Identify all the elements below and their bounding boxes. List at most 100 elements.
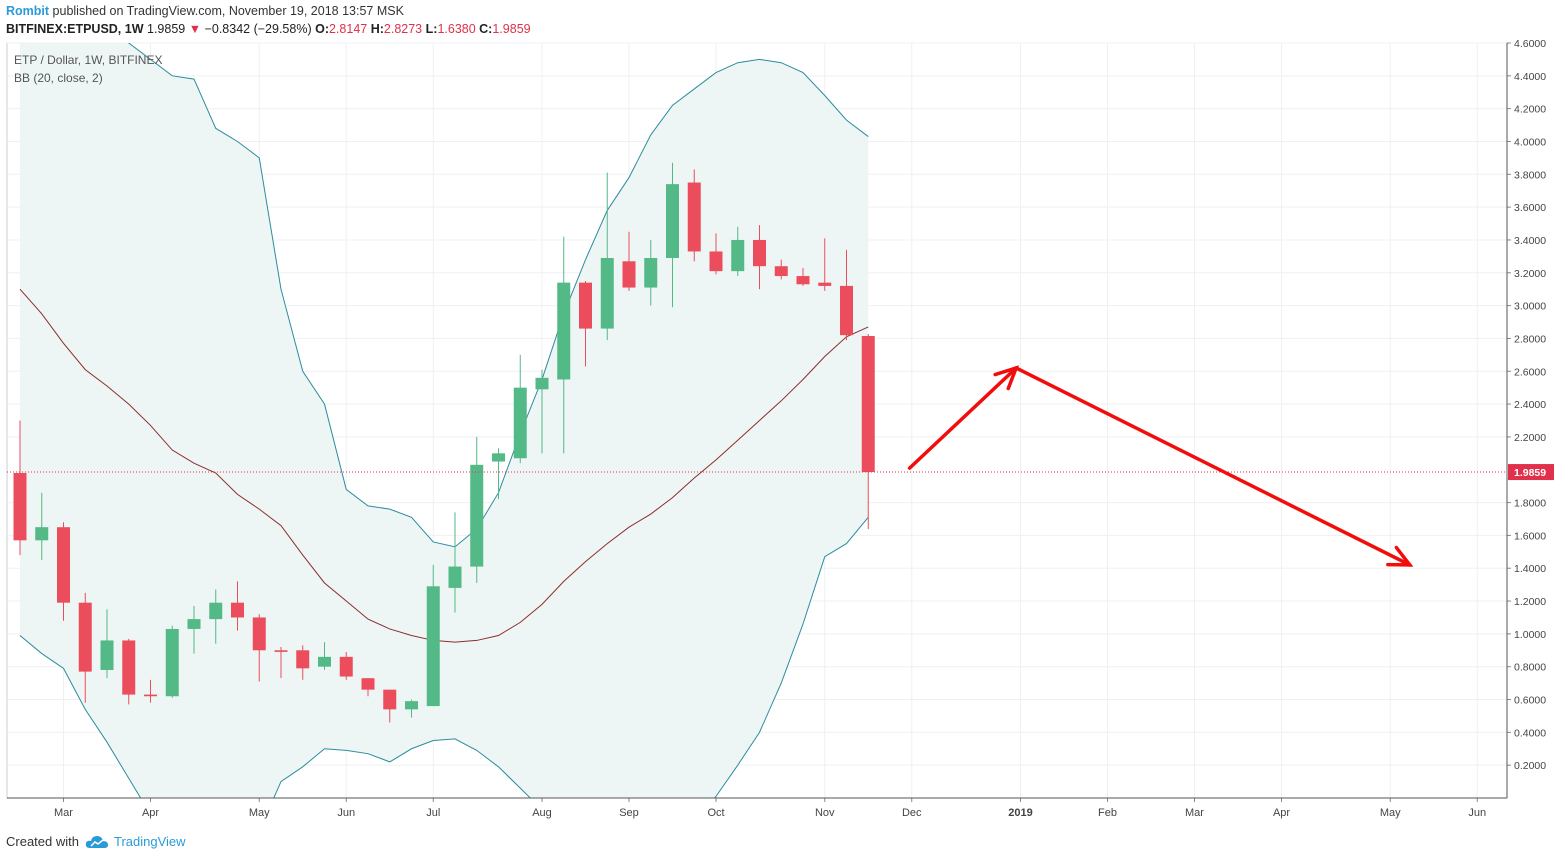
candle-body bbox=[339, 656, 353, 677]
y-tick-label: 3.8000 bbox=[1514, 169, 1546, 181]
y-tick-label: 0.8000 bbox=[1514, 662, 1546, 674]
y-tick-label: 2.6000 bbox=[1514, 366, 1546, 378]
open-label: O: bbox=[315, 22, 329, 36]
y-tick-label: 2.2000 bbox=[1514, 432, 1546, 444]
candle bbox=[405, 699, 418, 718]
candle bbox=[252, 614, 266, 682]
indicator-label[interactable]: BB (20, close, 2) bbox=[14, 71, 103, 85]
candle-body bbox=[492, 453, 505, 462]
candle-body bbox=[470, 464, 484, 567]
candle bbox=[35, 492, 49, 561]
axes: 0.2000 0.4000 0.6000 0.8000 1.0000 1.2000 1.40… bbox=[7, 38, 1554, 819]
candle-body bbox=[600, 258, 614, 329]
published-text: published on TradingView.com, November 1… bbox=[52, 4, 404, 18]
candle-body bbox=[557, 282, 571, 380]
candle bbox=[122, 638, 136, 705]
candle bbox=[731, 226, 745, 277]
tradingview-brand: TradingView bbox=[113, 834, 186, 849]
x-tick-label: Sep bbox=[619, 807, 639, 819]
projection-up-arrow bbox=[907, 366, 1018, 470]
close-value: 1.9859 bbox=[492, 22, 531, 36]
candle-body bbox=[57, 527, 70, 603]
candle-body bbox=[361, 678, 375, 690]
candle bbox=[666, 162, 679, 308]
upper-band bbox=[128, 43, 869, 548]
y-tick-label: 3.4000 bbox=[1514, 235, 1546, 247]
candle-body bbox=[622, 261, 636, 288]
projection-down-arrow-head bbox=[1386, 545, 1414, 567]
last-price: 1.9859 bbox=[147, 22, 186, 36]
y-tick-label: 3.6000 bbox=[1514, 202, 1546, 214]
created-with-text: Created with bbox=[6, 834, 79, 849]
candle bbox=[600, 172, 614, 341]
x-tick-label: Mar bbox=[54, 807, 73, 819]
x-tick-label: Jul bbox=[426, 807, 440, 819]
candle bbox=[579, 280, 592, 367]
current-price-label: 1.9859 bbox=[1514, 467, 1546, 479]
candle-body bbox=[753, 239, 766, 267]
y-tick-label: 4.6000 bbox=[1514, 38, 1546, 50]
candle-body bbox=[383, 689, 397, 710]
candle bbox=[78, 592, 92, 703]
y-tick-label: 2.4000 bbox=[1514, 399, 1546, 411]
candle-body bbox=[666, 184, 679, 259]
y-tick-label: 1.2000 bbox=[1514, 596, 1546, 608]
candlesticks bbox=[13, 162, 875, 723]
y-tick-label: 0.6000 bbox=[1514, 695, 1546, 707]
candle-body bbox=[78, 602, 92, 672]
x-tick-label: Dec bbox=[902, 807, 922, 819]
candle bbox=[361, 678, 375, 697]
candle-body bbox=[252, 617, 266, 651]
candle-body bbox=[13, 473, 27, 541]
candle bbox=[187, 605, 201, 654]
high-value: 2.8273 bbox=[383, 22, 423, 36]
candle bbox=[470, 436, 484, 583]
publish-header: Rombit published on TradingView.com, Nov… bbox=[6, 4, 404, 18]
candle-body bbox=[144, 694, 157, 697]
bollinger-bands bbox=[19, 43, 869, 798]
y-tick-label: 3.2000 bbox=[1514, 268, 1546, 280]
low-label: L: bbox=[425, 22, 438, 36]
y-tick-label: 4.0000 bbox=[1514, 136, 1546, 148]
candle-body bbox=[100, 640, 114, 670]
candle-body bbox=[405, 701, 418, 710]
y-tick-label: 3.0000 bbox=[1514, 301, 1546, 313]
y-tick-label: 0.2000 bbox=[1514, 760, 1546, 772]
candle bbox=[318, 642, 331, 670]
footer: Created with TradingView bbox=[6, 834, 186, 849]
projection-down-arrow bbox=[1014, 366, 1412, 567]
candle-body bbox=[187, 619, 201, 629]
candle-body bbox=[513, 387, 527, 459]
candle bbox=[339, 651, 353, 680]
author-link[interactable]: Rombit bbox=[6, 4, 50, 18]
candle-body bbox=[709, 251, 723, 272]
candle bbox=[535, 369, 549, 454]
candle-body bbox=[731, 239, 745, 272]
candle bbox=[861, 333, 875, 530]
x-tick-label: May bbox=[249, 807, 270, 819]
basis-line bbox=[19, 288, 869, 643]
candle bbox=[13, 420, 27, 556]
candle bbox=[840, 249, 853, 341]
candle-body bbox=[840, 285, 853, 336]
candle bbox=[687, 169, 701, 262]
x-tick-label: Jun bbox=[337, 807, 355, 819]
x-tick-label: Apr bbox=[1273, 807, 1290, 819]
lower-band bbox=[19, 517, 869, 798]
symbol-label: BITFINEX:ETPUSD, 1W bbox=[6, 22, 144, 36]
candle-body bbox=[296, 650, 310, 669]
y-tick-label: 1.6000 bbox=[1514, 530, 1546, 542]
candle bbox=[622, 231, 636, 291]
candle bbox=[100, 609, 114, 679]
candle bbox=[57, 522, 70, 621]
candle-body bbox=[644, 258, 658, 288]
tradingview-logo[interactable]: TradingView bbox=[85, 834, 186, 849]
candle-body bbox=[687, 182, 701, 252]
candle-body bbox=[861, 336, 875, 473]
band-fill bbox=[20, 43, 869, 798]
candle bbox=[448, 512, 462, 613]
candle-body bbox=[448, 566, 462, 588]
candle-body bbox=[774, 266, 788, 277]
open-value: 2.8147 bbox=[328, 22, 368, 36]
